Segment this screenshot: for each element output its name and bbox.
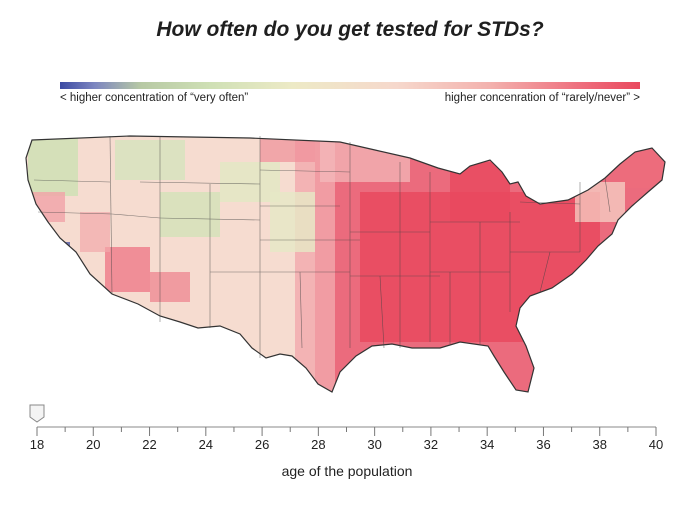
axis-tick-label: 34 [480,437,494,452]
axis-tick-label: 18 [30,437,44,452]
color-scale-bar [60,82,640,89]
axis-tick-label: 22 [142,437,156,452]
us-choropleth-map [25,135,666,393]
legend-label-very-often: < higher concentration of “very often” [60,92,249,104]
axis-tick-label: 26 [255,437,269,452]
axis-tick-label: 32 [424,437,438,452]
axis-tick-label: 38 [592,437,606,452]
axis-label: age of the population [282,463,413,479]
axis-tick-label: 28 [311,437,325,452]
axis-tick-label: 20 [86,437,100,452]
page-title: How often do you get tested for STDs? [156,18,544,41]
age-slider-handle[interactable] [29,404,45,423]
age-axis: 18 20 22 24 26 28 30 32 34 36 38 40 age of the popu… [30,426,663,479]
axis-tick-label: 36 [536,437,550,452]
axis-tick-label: 40 [649,437,663,452]
axis-tick-label: 30 [367,437,381,452]
legend-label-rarely-never: higher concenration of “rarely/never” > [444,92,640,104]
axis-tick-label: 24 [199,437,213,452]
